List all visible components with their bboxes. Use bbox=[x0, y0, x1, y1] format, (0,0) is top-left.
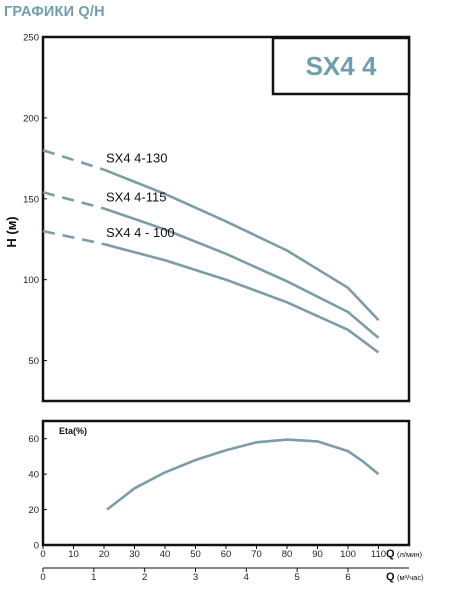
model-box bbox=[271, 36, 411, 96]
q-lmin-tick-label: 100 bbox=[340, 549, 356, 560]
q-lmin-tick-label: 90 bbox=[312, 549, 323, 560]
hq-curve-dashed bbox=[42, 229, 105, 246]
q-lmin-tick-label: 30 bbox=[129, 549, 140, 560]
q-lmin-tick-label: 10 bbox=[68, 549, 79, 560]
hq-series-label: SX4 4-115 bbox=[106, 189, 166, 204]
hq-y-axis-label: H (м) bbox=[4, 216, 19, 247]
hq-series-label: SX4 4-130 bbox=[106, 151, 167, 166]
hq-y-tick-label: 50 bbox=[28, 356, 39, 367]
q-m3h-tick-label: 2 bbox=[142, 572, 147, 583]
q-m3h-tick-label: 1 bbox=[91, 572, 96, 583]
eta-y-tick-label: 20 bbox=[28, 505, 39, 516]
model-label: SX4 4 bbox=[306, 51, 377, 81]
q-lmin-tick-label: 110 bbox=[371, 549, 386, 560]
q-lmin-tick-label: 40 bbox=[160, 549, 171, 560]
q-m3h-tick-label: 4 bbox=[244, 572, 249, 583]
hq-curves bbox=[42, 148, 380, 354]
eta-y-axis-label: Eta(%) bbox=[59, 426, 87, 436]
q-m3h-tick-label: 5 bbox=[295, 572, 300, 583]
q-lmin-tick-label: 80 bbox=[282, 549, 293, 560]
hq-y-tick-label: 150 bbox=[23, 194, 39, 205]
hq-curve bbox=[103, 242, 380, 354]
hq-curve-dashed bbox=[42, 191, 105, 210]
eta-curve bbox=[106, 438, 380, 511]
q-lmin-tick-label: 0 bbox=[40, 549, 45, 560]
q-lmin-tick-label: 20 bbox=[99, 549, 110, 560]
q-lmin-axis-label: Q bbox=[386, 548, 395, 560]
hq-curve bbox=[103, 207, 380, 339]
q-m3h-axis-unit: (м³/час) bbox=[397, 573, 424, 582]
eta-y-tick-label: 0 bbox=[34, 541, 39, 552]
hq-series-label: SX4 4 - 100 bbox=[106, 225, 175, 240]
page-title: ГРАФИКИ Q/H bbox=[4, 4, 105, 20]
hq-series-labels: SX4 4-130 SX4 4-115 SX4 4 - 100 bbox=[106, 151, 175, 240]
q-lmin-tick-label: 70 bbox=[251, 549, 262, 560]
q-m3h-tick-label: 0 bbox=[40, 572, 45, 583]
q-lmin-axis-unit: (л/мин) bbox=[397, 550, 422, 559]
hq-chart-frame bbox=[41, 35, 411, 403]
hq-y-tick-label: 200 bbox=[23, 113, 39, 124]
q-lmin-tick-label: 60 bbox=[221, 549, 232, 560]
q-m3h-tick-label: 6 bbox=[345, 572, 350, 583]
q-m3h-tick-label: 3 bbox=[193, 572, 198, 583]
eta-y-axis: 0 20 40 60 bbox=[28, 434, 47, 552]
eta-y-tick-label: 40 bbox=[28, 470, 39, 481]
q-lmin-axis: 0 10 20 30 40 50 60 70 80 90 100 110 bbox=[40, 545, 386, 560]
hq-y-axis: 50 100 150 200 250 bbox=[23, 33, 47, 367]
eta-chart-frame bbox=[41, 419, 411, 547]
hq-y-tick-label: 250 bbox=[23, 33, 39, 44]
hq-curve-dashed bbox=[42, 148, 105, 171]
q-lmin-tick-label: 50 bbox=[190, 549, 201, 560]
q-m3h-axis: 0 1 2 3 4 5 6 bbox=[40, 568, 351, 583]
hq-curve bbox=[103, 168, 380, 321]
eta-curve-line bbox=[106, 438, 380, 511]
q-m3h-axis-label: Q bbox=[386, 571, 395, 583]
eta-y-tick-label: 60 bbox=[28, 434, 39, 445]
hq-y-tick-label: 100 bbox=[23, 275, 39, 286]
